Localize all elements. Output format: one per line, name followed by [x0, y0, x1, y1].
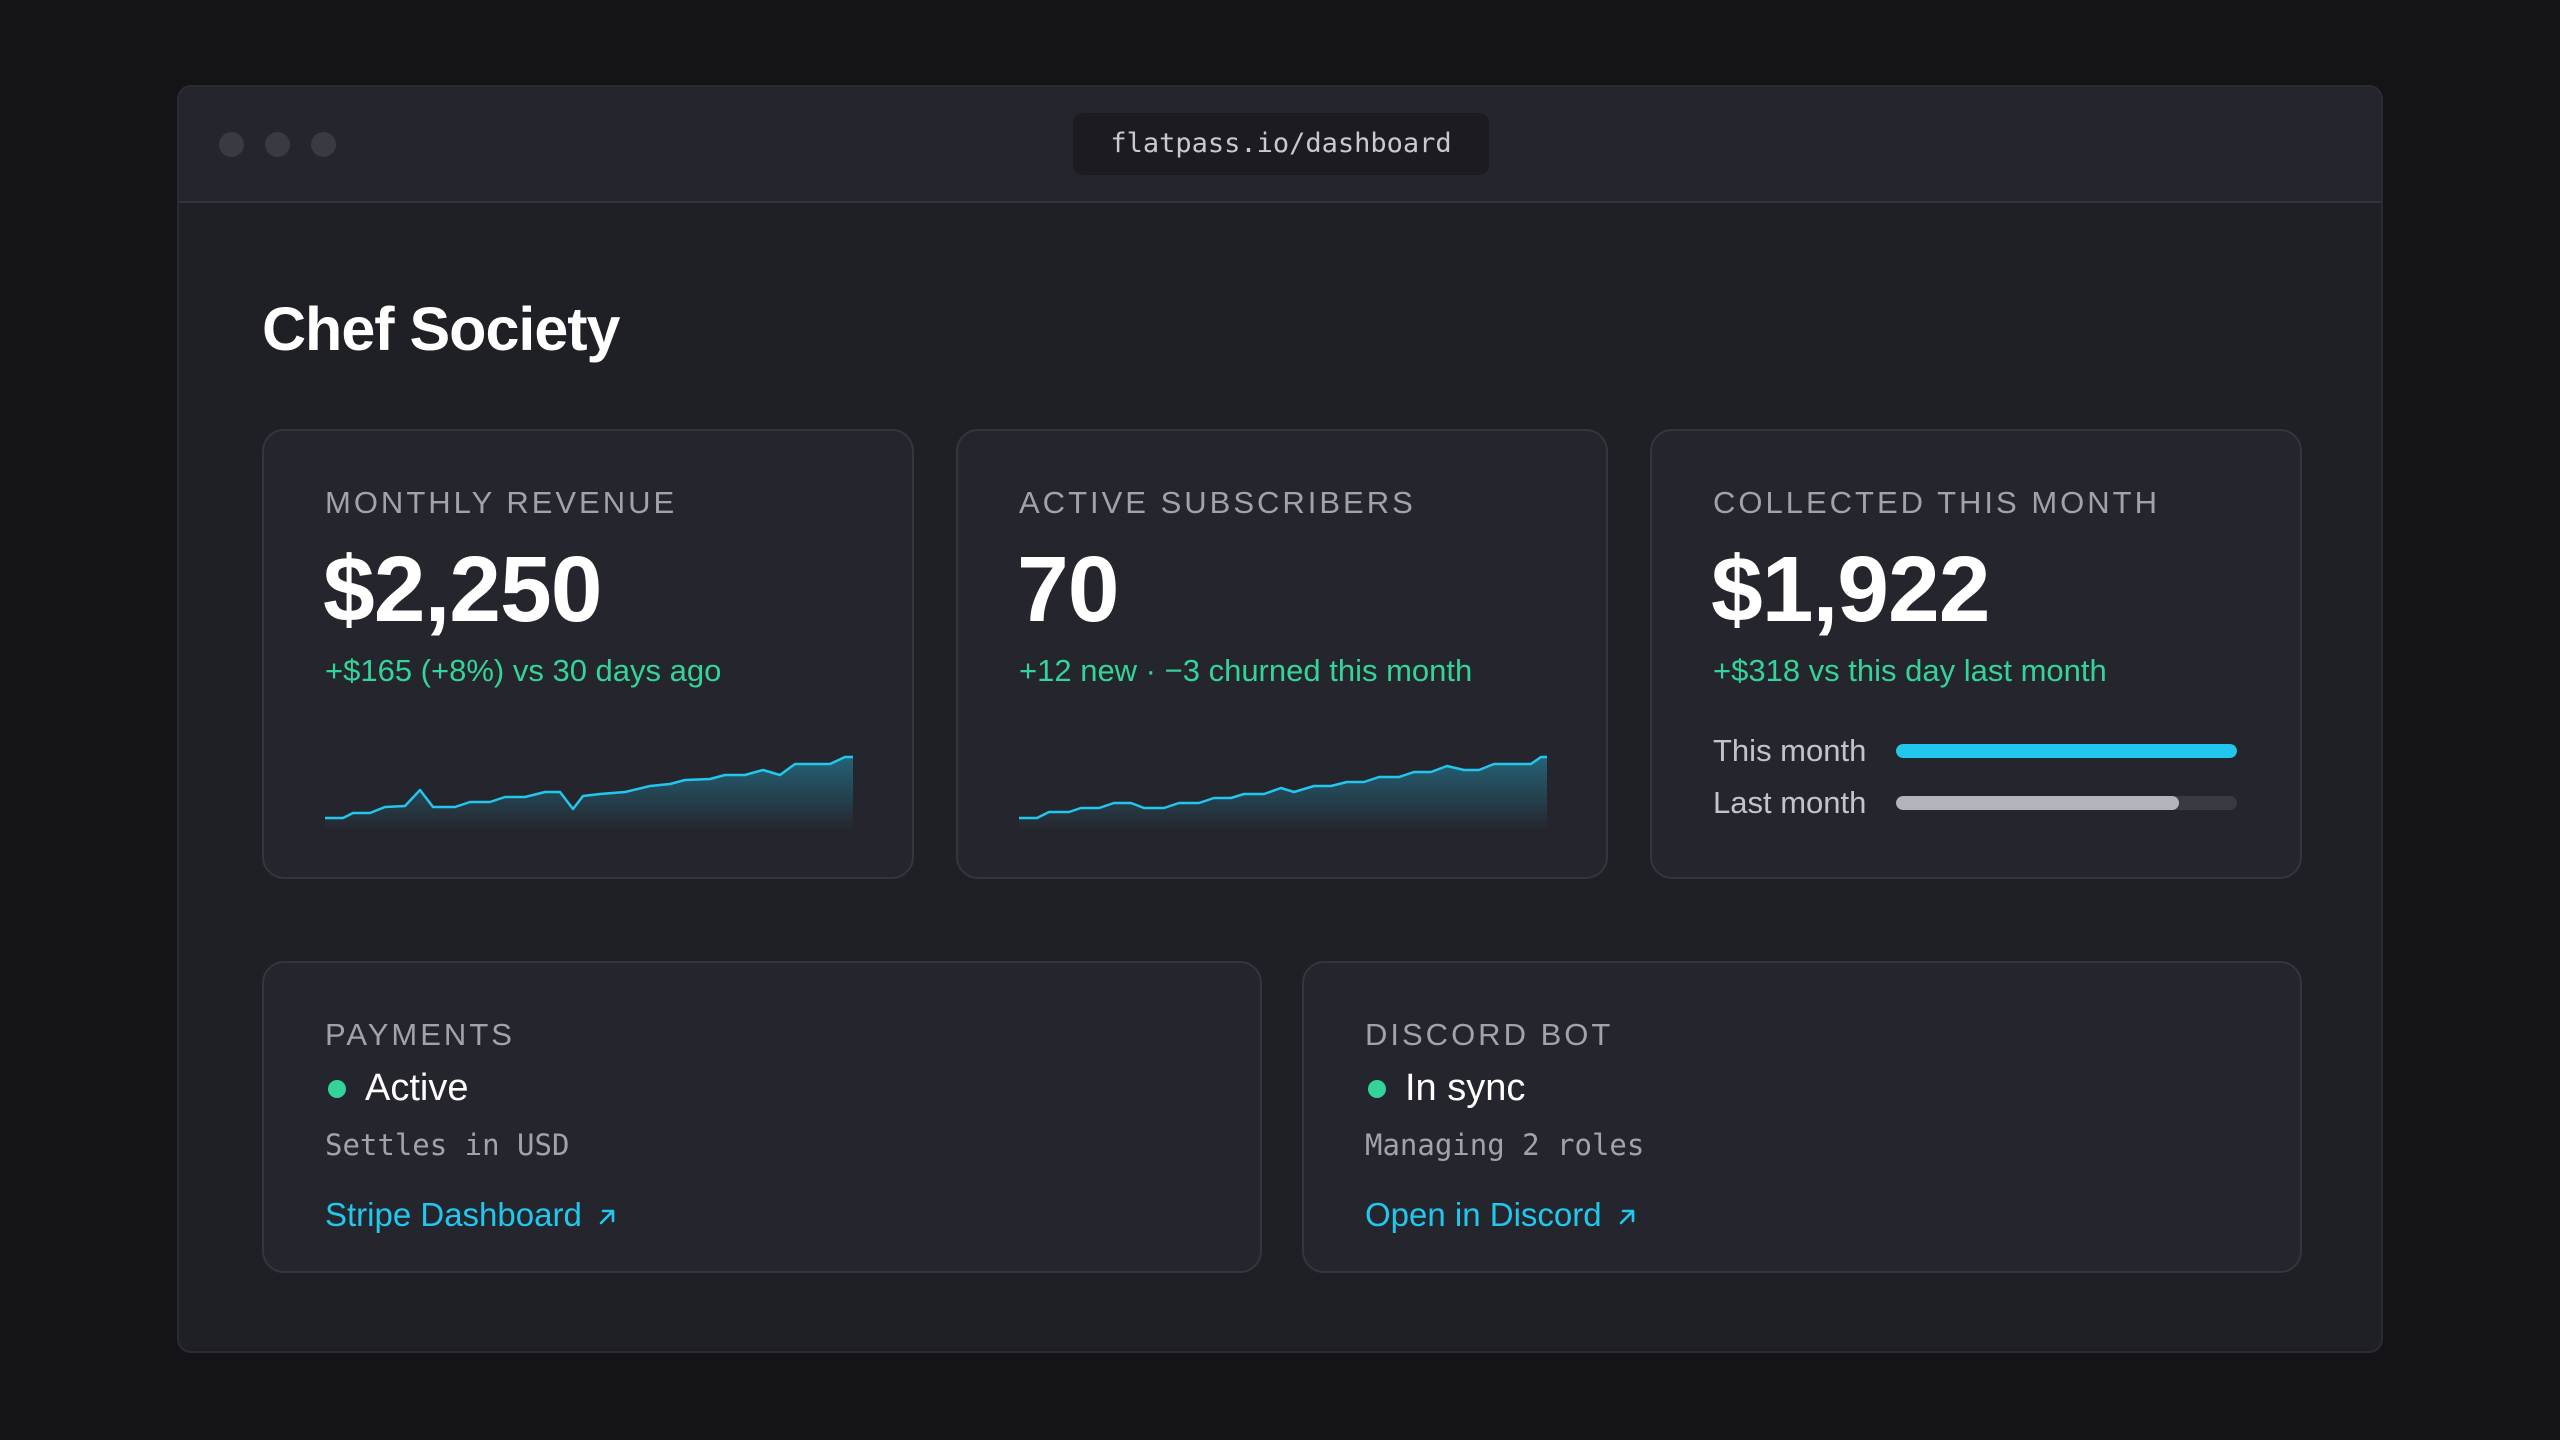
stripe-dashboard-link[interactable]: Stripe Dashboard [325, 1196, 618, 1234]
card-label: PAYMENTS [325, 1017, 515, 1052]
card-label: DISCORD BOT [1365, 1017, 1614, 1052]
link-label: Open in Discord [1365, 1196, 1602, 1233]
page-title: Chef Society [262, 295, 620, 363]
card-delta: +12 new · −3 churned this month [1019, 653, 1473, 688]
card-label: COLLECTED THIS MONTH [1713, 485, 2160, 520]
status-dot-icon [1368, 1080, 1386, 1098]
this-month-bar-row: This month [1713, 731, 2237, 771]
active-subscribers-card: ACTIVE SUBSCRIBERS 70 +12 new · −3 churn… [956, 429, 1608, 879]
revenue-sparkline [325, 755, 853, 831]
card-delta: +$318 vs this day last month [1713, 653, 2107, 688]
payments-card: PAYMENTS Active Settles in USD Stripe Da… [262, 961, 1262, 1273]
open-in-discord-link[interactable]: Open in Discord [1365, 1196, 1638, 1234]
card-value: $1,922 [1711, 537, 1990, 641]
sparkline-line [325, 755, 853, 820]
discord-bot-card: DISCORD BOT In sync Managing 2 roles Ope… [1302, 961, 2302, 1273]
address-bar[interactable]: flatpass.io/dashboard [1073, 113, 1489, 175]
subscribers-sparkline [1019, 755, 1547, 831]
last-month-bar-row: Last month [1713, 783, 2237, 823]
card-label: ACTIVE SUBSCRIBERS [1019, 485, 1416, 520]
sparkline-area [325, 757, 853, 831]
window-close-dot[interactable] [219, 132, 244, 157]
bar-label: This month [1713, 733, 1867, 768]
browser-titlebar: flatpass.io/dashboard [179, 87, 2381, 203]
payments-detail: Settles in USD [325, 1128, 570, 1162]
card-value: 70 [1017, 537, 1119, 641]
last-month-bar-fill [1896, 796, 2180, 810]
arrow-up-right-icon [599, 1209, 615, 1225]
status-dot-icon [328, 1080, 346, 1098]
discord-detail: Managing 2 roles [1365, 1128, 1645, 1162]
card-delta: +$165 (+8%) vs 30 days ago [325, 653, 722, 688]
status-text: Active [365, 1067, 469, 1109]
status-text: In sync [1405, 1067, 1526, 1109]
sparkline-line [1019, 755, 1547, 820]
card-value: $2,250 [323, 537, 602, 641]
card-label: MONTHLY REVENUE [325, 485, 678, 520]
window-minimize-dot[interactable] [265, 132, 290, 157]
sparkline-area [1019, 757, 1547, 831]
bar-track [1896, 744, 2237, 758]
bar-track [1896, 796, 2237, 810]
arrow-up-right-icon [1619, 1209, 1634, 1225]
monthly-revenue-card: MONTHLY REVENUE $2,250 +$165 (+8%) vs 30… [262, 429, 914, 879]
collected-this-month-card: COLLECTED THIS MONTH $1,922 +$318 vs thi… [1650, 429, 2302, 879]
this-month-bar-fill [1896, 744, 2237, 758]
browser-window: flatpass.io/dashboard Chef Society MONTH… [177, 85, 2383, 1353]
link-label: Stripe Dashboard [325, 1196, 582, 1233]
bar-label: Last month [1713, 785, 1867, 820]
window-maximize-dot[interactable] [311, 132, 336, 157]
